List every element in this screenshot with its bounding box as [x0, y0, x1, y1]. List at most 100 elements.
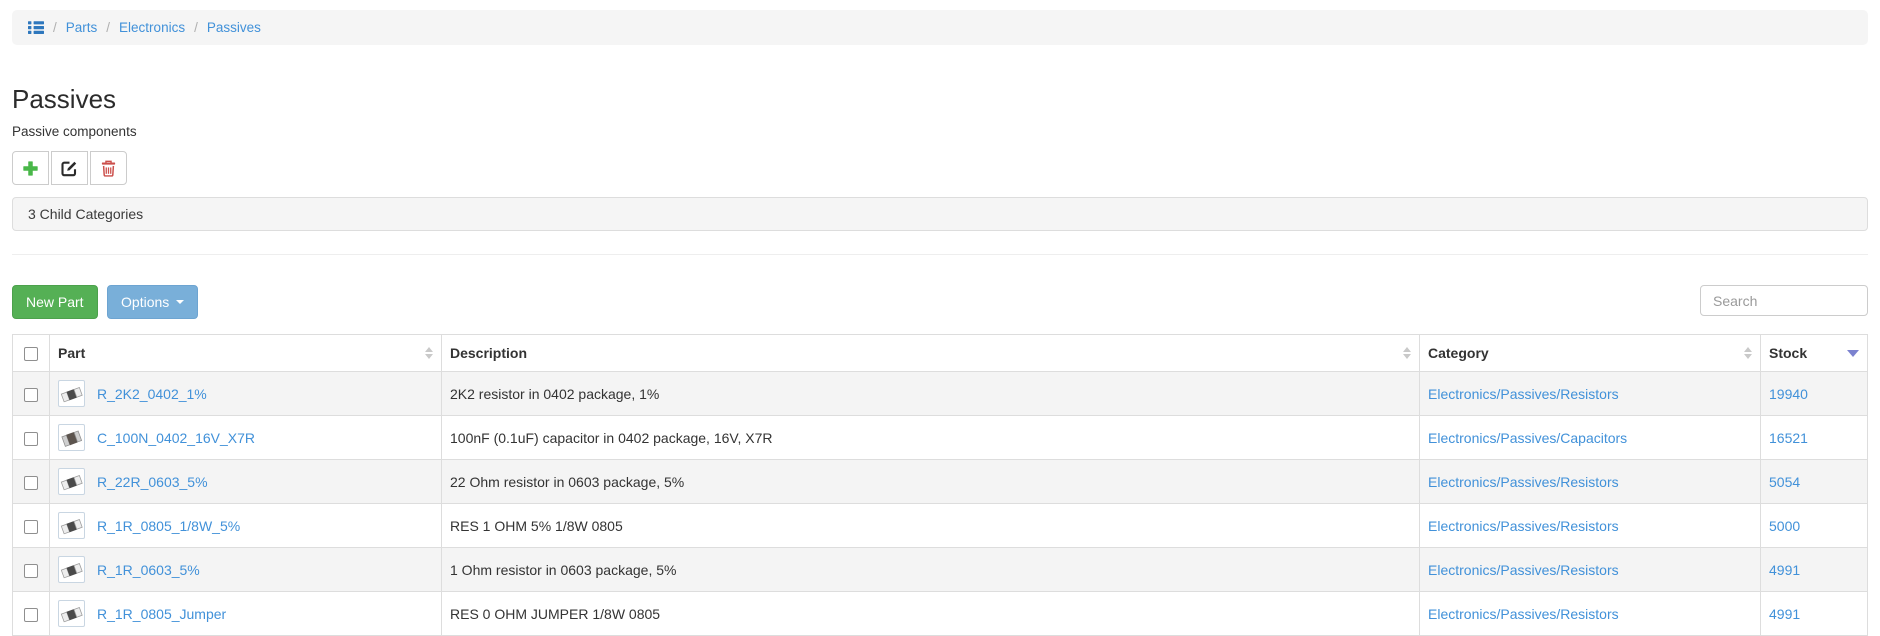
sort-icon — [1403, 347, 1411, 359]
category-link[interactable]: Electronics/Passives/Resistors — [1428, 473, 1619, 490]
edit-category-button[interactable] — [51, 151, 88, 185]
category-link[interactable]: Electronics/Passives/Resistors — [1428, 385, 1619, 402]
stock-cell: 16521 — [1760, 415, 1868, 460]
parts-table: Part Description Category — [12, 334, 1868, 636]
table-row: R_2K2_0402_1% 2K2 resistor in 0402 packa… — [12, 371, 1868, 416]
section-divider — [12, 254, 1868, 255]
table-row: R_1R_0603_5% 1 Ohm resistor in 0603 pack… — [12, 547, 1868, 592]
part-thumbnail[interactable] — [58, 424, 85, 451]
breadcrumb-separator: / — [106, 20, 111, 35]
category-cell: Electronics/Passives/Capacitors — [1419, 415, 1761, 460]
breadcrumb: / Parts / Electronics / Passives — [12, 10, 1868, 45]
page-container: / Parts / Electronics / Passives Passive… — [12, 10, 1868, 636]
part-cell: R_1R_0805_Jumper — [49, 591, 442, 636]
add-category-button[interactable] — [12, 151, 49, 185]
breadcrumb-link-parts[interactable]: Parts — [65, 20, 98, 35]
description-cell: 100nF (0.1uF) capacitor in 0402 package,… — [441, 415, 1420, 460]
column-label: Stock — [1769, 345, 1808, 361]
column-label: Part — [58, 345, 86, 361]
child-categories-panel[interactable]: 3 Child Categories — [12, 197, 1868, 231]
resistor-icon — [60, 562, 83, 578]
table-row: R_1R_0805_1/8W_5% RES 1 OHM 5% 1/8W 0805… — [12, 503, 1868, 548]
column-header-part[interactable]: Part — [49, 334, 442, 372]
breadcrumb-separator: / — [194, 20, 198, 35]
part-thumbnail[interactable] — [58, 512, 85, 539]
stock-cell: 4991 — [1760, 591, 1868, 636]
delete-category-button[interactable] — [90, 151, 127, 185]
stock-link[interactable]: 19940 — [1769, 385, 1808, 402]
row-checkbox[interactable] — [24, 387, 38, 402]
row-checkbox[interactable] — [24, 563, 38, 578]
part-cell: R_2K2_0402_1% — [49, 371, 442, 416]
part-link[interactable]: R_2K2_0402_1% — [97, 385, 207, 402]
table-row: R_1R_0805_Jumper RES 0 OHM JUMPER 1/8W 0… — [12, 591, 1868, 636]
column-label: Category — [1428, 345, 1489, 361]
parts-toolbar: New Part Options — [12, 285, 1868, 319]
part-link[interactable]: R_1R_0805_Jumper — [97, 605, 227, 622]
part-cell: R_1R_0603_5% — [49, 547, 442, 592]
part-cell: R_1R_0805_1/8W_5% — [49, 503, 442, 548]
part-cell: R_22R_0603_5% — [49, 459, 442, 504]
part-link[interactable]: R_1R_0603_5% — [97, 561, 200, 578]
column-header-description[interactable]: Description — [441, 334, 1420, 372]
description-cell: RES 1 OHM 5% 1/8W 0805 — [441, 503, 1420, 548]
sort-icon — [1744, 347, 1752, 359]
list-icon[interactable] — [28, 21, 44, 34]
part-link[interactable]: R_1R_0805_1/8W_5% — [97, 517, 241, 534]
breadcrumb-link-electronics[interactable]: Electronics — [119, 20, 186, 35]
category-cell: Electronics/Passives/Resistors — [1419, 459, 1761, 504]
category-link[interactable]: Electronics/Passives/Resistors — [1428, 517, 1619, 534]
category-cell: Electronics/Passives/Resistors — [1419, 591, 1761, 636]
resistor-icon — [60, 518, 83, 534]
row-checkbox[interactable] — [24, 519, 38, 534]
category-link[interactable]: Electronics/Passives/Resistors — [1428, 605, 1619, 622]
resistor-icon — [60, 474, 83, 490]
description-cell: 1 Ohm resistor in 0603 package, 5% — [441, 547, 1420, 592]
row-select-cell — [12, 459, 50, 504]
part-thumbnail[interactable] — [58, 468, 85, 495]
page-subtitle: Passive components — [12, 124, 137, 139]
category-action-buttons — [12, 151, 1868, 185]
part-link[interactable]: C_100N_0402_16V_X7R — [97, 429, 256, 446]
stock-cell: 4991 — [1760, 547, 1868, 592]
row-checkbox[interactable] — [24, 475, 38, 490]
row-select-cell — [12, 503, 50, 548]
part-thumbnail[interactable] — [58, 556, 85, 583]
row-select-cell — [12, 371, 50, 416]
stock-link[interactable]: 4991 — [1769, 561, 1801, 578]
part-thumbnail[interactable] — [58, 380, 85, 407]
stock-link[interactable]: 5000 — [1769, 517, 1801, 534]
capacitor-icon — [61, 429, 83, 447]
row-select-cell — [12, 591, 50, 636]
stock-link[interactable]: 5054 — [1769, 473, 1801, 490]
stock-cell: 19940 — [1760, 371, 1868, 416]
column-header-category[interactable]: Category — [1419, 334, 1761, 372]
breadcrumb-link-passives[interactable]: Passives — [206, 20, 261, 35]
category-link[interactable]: Electronics/Passives/Resistors — [1428, 561, 1619, 578]
breadcrumb-separator: / — [53, 20, 57, 35]
column-header-stock[interactable]: Stock — [1760, 334, 1868, 372]
stock-link[interactable]: 4991 — [1769, 605, 1801, 622]
search-input[interactable] — [1700, 285, 1868, 316]
stock-cell: 5000 — [1760, 503, 1868, 548]
category-cell: Electronics/Passives/Resistors — [1419, 503, 1761, 548]
select-all-header — [12, 334, 50, 372]
row-checkbox[interactable] — [24, 431, 38, 446]
stock-cell: 5054 — [1760, 459, 1868, 504]
part-cell: C_100N_0402_16V_X7R — [49, 415, 442, 460]
column-label: Description — [450, 345, 528, 361]
row-checkbox[interactable] — [24, 607, 38, 622]
parts-table-body: R_2K2_0402_1% 2K2 resistor in 0402 packa… — [12, 371, 1868, 636]
toolbar-buttons: New Part Options — [12, 285, 199, 319]
category-cell: Electronics/Passives/Resistors — [1419, 371, 1761, 416]
parts-table-header-row: Part Description Category — [12, 334, 1868, 372]
part-thumbnail[interactable] — [58, 600, 85, 627]
trash-icon — [101, 160, 116, 177]
new-part-button[interactable]: New Part — [12, 285, 98, 319]
select-all-checkbox[interactable] — [24, 347, 38, 362]
options-dropdown-button[interactable]: Options — [107, 285, 199, 319]
sort-icon — [425, 347, 433, 359]
category-link[interactable]: Electronics/Passives/Capacitors — [1428, 429, 1628, 446]
part-link[interactable]: R_22R_0603_5% — [97, 473, 208, 490]
stock-link[interactable]: 16521 — [1769, 429, 1808, 446]
